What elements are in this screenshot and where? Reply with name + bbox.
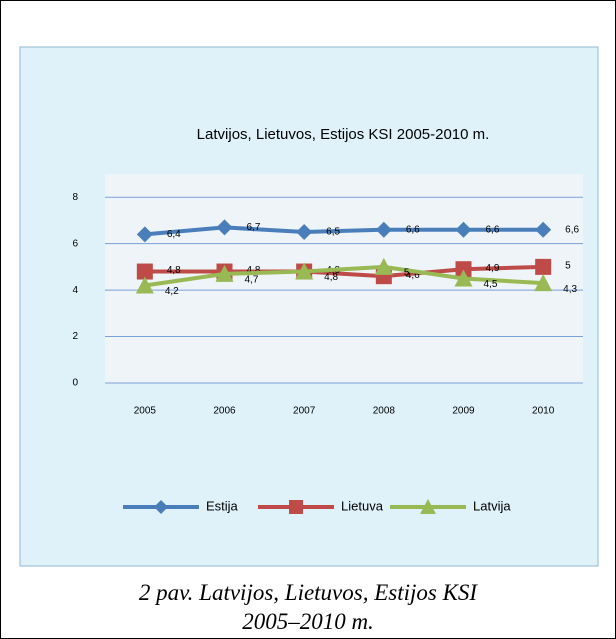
legend-label: Estija (206, 498, 239, 513)
legend-marker (289, 500, 303, 514)
marker (215, 264, 234, 282)
legend-marker (154, 500, 168, 514)
caption: 2 pav. Latvijos, Lietuvos, Estijos KSI 2… (138, 580, 478, 634)
marker (135, 276, 154, 294)
data-label: 4,9 (486, 263, 500, 274)
chart-title: Latvijos, Lietuvos, Estijos KSI 2005-201… (197, 126, 490, 143)
marker (455, 221, 472, 238)
data-label: 4,8 (167, 265, 181, 276)
x-tick-label: 2010 (532, 406, 555, 417)
marker (136, 263, 153, 280)
marker (534, 274, 553, 292)
marker (454, 269, 473, 287)
series-line (144, 264, 544, 288)
x-tick-label: 2008 (373, 406, 396, 417)
data-label: 5 (404, 268, 410, 279)
marker (216, 219, 233, 236)
data-label: 6,5 (326, 227, 340, 238)
chart: Latvijos, Lietuvos, Estijos KSI 2005-201… (19, 46, 599, 567)
y-tick-label: 8 (72, 192, 78, 203)
legend-label: Lietuva (341, 498, 384, 513)
data-label: 4,3 (563, 284, 577, 295)
y-tick-label: 4 (72, 285, 78, 296)
x-tick-label: 2009 (452, 406, 475, 417)
marker (374, 257, 393, 275)
series-line (144, 225, 544, 237)
series-line (144, 264, 544, 279)
data-label: 4,7 (245, 274, 259, 285)
marker (375, 221, 392, 238)
y-tick-label: 2 (72, 331, 78, 342)
y-tick-label: 0 (72, 378, 78, 389)
marker (136, 226, 153, 243)
marker (295, 262, 314, 280)
data-label: 4,8 (324, 272, 338, 283)
data-label: 4,2 (165, 286, 179, 297)
marker (455, 261, 472, 278)
data-label: 5 (565, 261, 571, 272)
x-tick-label: 2007 (293, 406, 316, 417)
x-tick-label: 2006 (213, 406, 236, 417)
plot-area (105, 174, 583, 383)
data-label: 6,6 (486, 224, 500, 235)
x-tick-label: 2005 (134, 406, 157, 417)
data-label: 4,5 (484, 279, 498, 290)
data-label: 6,7 (247, 222, 261, 233)
marker (535, 221, 552, 238)
marker (535, 258, 552, 275)
legend-marker (420, 499, 436, 514)
y-tick-label: 6 (72, 238, 78, 249)
data-label: 4,6 (406, 270, 420, 281)
data-label: 6,6 (565, 224, 579, 235)
data-label: 6,6 (406, 224, 420, 235)
legend-label: Latvija (473, 498, 511, 513)
data-label: 6,4 (167, 229, 181, 240)
data-label: 4,8 (247, 265, 261, 276)
marker (296, 224, 313, 241)
